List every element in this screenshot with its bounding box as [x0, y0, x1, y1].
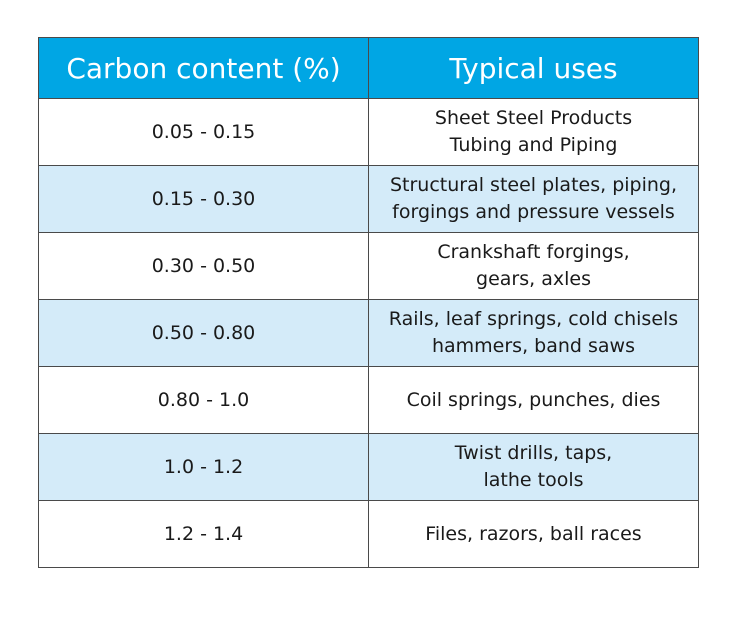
- uses-line: Crankshaft forgings,: [437, 241, 630, 263]
- carbon-cell: 0.30 - 0.50: [38, 232, 369, 300]
- carbon-cell: 0.15 - 0.30: [38, 165, 369, 233]
- carbon-cell: 0.50 - 0.80: [38, 299, 369, 367]
- uses-cell: Twist drills, taps, lathe tools: [368, 433, 699, 501]
- carbon-cell: 1.2 - 1.4: [38, 500, 369, 568]
- table-row: 1.2 - 1.4 Files, razors, ball races: [38, 500, 699, 568]
- table-row: 0.30 - 0.50 Crankshaft forgings, gears, …: [38, 232, 699, 300]
- uses-cell: Rails, leaf springs, cold chisels hammer…: [368, 299, 699, 367]
- uses-line: forgings and pressure vessels: [392, 201, 675, 223]
- uses-line: lathe tools: [483, 469, 584, 491]
- carbon-cell: 0.80 - 1.0: [38, 366, 369, 434]
- uses-line: hammers, band saws: [431, 335, 635, 357]
- header-carbon-content: Carbon content (%): [38, 37, 369, 99]
- uses-cell: Files, razors, ball races: [368, 500, 699, 568]
- uses-line: Rails, leaf springs, cold chisels: [388, 308, 679, 330]
- uses-cell: Sheet Steel Products Tubing and Piping: [368, 98, 699, 166]
- table-row: 1.0 - 1.2 Twist drills, taps, lathe tool…: [38, 433, 699, 501]
- uses-line: Files, razors, ball races: [425, 522, 642, 545]
- uses-line: Sheet Steel Products: [434, 107, 633, 129]
- carbon-cell: 0.05 - 0.15: [38, 98, 369, 166]
- uses-cell: Structural steel plates, piping, forging…: [368, 165, 699, 233]
- uses-line: Tubing and Piping: [449, 134, 618, 156]
- carbon-cell: 1.0 - 1.2: [38, 433, 369, 501]
- table-row: 0.80 - 1.0 Coil springs, punches, dies: [38, 366, 699, 434]
- table-header-row: Carbon content (%) Typical uses: [38, 37, 699, 99]
- table-row: 0.50 - 0.80 Rails, leaf springs, cold ch…: [38, 299, 699, 367]
- header-typical-uses: Typical uses: [368, 37, 699, 99]
- uses-line: Coil springs, punches, dies: [406, 388, 661, 411]
- table-row: 0.15 - 0.30 Structural steel plates, pip…: [38, 165, 699, 233]
- carbon-steel-table: Carbon content (%) Typical uses 0.05 - 0…: [38, 37, 699, 568]
- uses-cell: Coil springs, punches, dies: [368, 366, 699, 434]
- table-row: 0.05 - 0.15 Sheet Steel Products Tubing …: [38, 98, 699, 166]
- carbon-steel-table-container: Carbon content (%) Typical uses 0.05 - 0…: [38, 37, 699, 568]
- uses-line: gears, axles: [476, 268, 591, 290]
- uses-cell: Crankshaft forgings, gears, axles: [368, 232, 699, 300]
- uses-line: Structural steel plates, piping,: [389, 174, 678, 196]
- uses-line: Twist drills, taps,: [454, 442, 613, 464]
